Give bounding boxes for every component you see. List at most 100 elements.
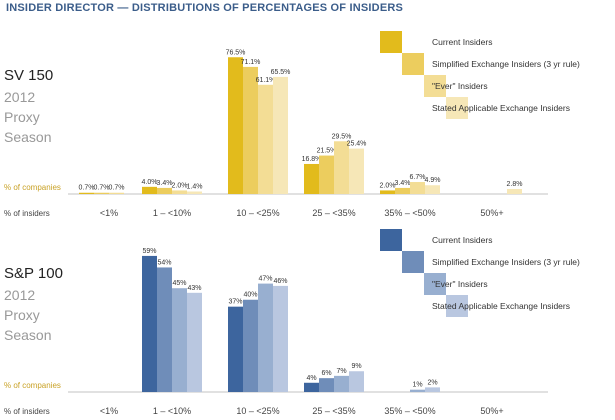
index-year: 2012: [4, 89, 35, 105]
data-label: 21.5%: [317, 148, 337, 155]
legend-label-1: Simplified Exchange Insiders (3 yr rule): [432, 257, 580, 267]
bar: [258, 283, 273, 392]
bar: [334, 141, 349, 194]
data-label: 1%: [412, 382, 422, 389]
data-label: 1.4%: [187, 183, 203, 190]
bar: [79, 192, 94, 194]
row-label-companies: % of companies: [4, 183, 61, 192]
x-tick-label: 35% – <50%: [384, 208, 435, 218]
legend-label-3: Stated Applicable Exchange Insiders: [432, 103, 570, 113]
data-label: 25.4%: [347, 141, 367, 148]
legend-label-2: "Ever" Insiders: [432, 279, 488, 289]
bar: [172, 190, 187, 194]
bar: [395, 187, 410, 194]
bar: [258, 84, 273, 194]
chart-marks: S&P 100 2012 Proxy Season Current Insiders Si…: [4, 229, 580, 416]
data-label: 47%: [258, 276, 272, 283]
data-label: 2.0%: [380, 182, 396, 189]
bar: [319, 155, 334, 194]
data-label: 3.4%: [157, 180, 173, 187]
bar: [273, 76, 288, 194]
bar: [109, 192, 124, 194]
x-tick-label: 1 – <10%: [153, 208, 191, 218]
data-label: 7%: [336, 368, 346, 375]
x-tick-label: 10 – <25%: [236, 208, 279, 218]
x-tick-label: <1%: [100, 406, 118, 416]
index-line2: Season: [4, 327, 51, 343]
x-tick-label: 35% – <50%: [384, 406, 435, 416]
data-label: 76.5%: [226, 49, 246, 56]
x-tick-label: 1 – <10%: [153, 406, 191, 416]
row-label-insiders: % of insiders: [4, 407, 50, 416]
row-label-insiders: % of insiders: [4, 209, 50, 218]
data-label: 4.0%: [142, 179, 158, 186]
legend-swatch-0: [380, 229, 402, 251]
index-line2: Season: [4, 129, 51, 145]
bar: [187, 191, 202, 194]
bar: [142, 186, 157, 194]
index-line1: Proxy: [4, 307, 40, 323]
data-label: 46%: [273, 278, 287, 285]
data-label: 65.5%: [271, 69, 291, 76]
x-tick-label: 25 – <35%: [312, 406, 355, 416]
legend-swatch-2: [424, 273, 446, 295]
chart-panel-sp100: S&P 100 2012 Proxy Season Current Insiders Si…: [0, 214, 615, 420]
data-label: 16.8%: [302, 156, 322, 163]
bar: [349, 148, 364, 194]
data-label: 3.4%: [395, 180, 411, 187]
data-label: 29.5%: [332, 133, 352, 140]
bar: [243, 66, 258, 194]
data-label: 0.7%: [109, 185, 125, 192]
data-label: 61.1%: [256, 77, 276, 84]
x-tick-label: 50%+: [480, 208, 503, 218]
bar: [410, 182, 425, 194]
x-tick-label: 50%+: [480, 406, 503, 416]
data-label: 4%: [306, 375, 316, 382]
bar: [172, 288, 187, 392]
index-line1: Proxy: [4, 109, 40, 125]
data-label: 6%: [321, 370, 331, 377]
bar: [304, 163, 319, 194]
bar: [425, 185, 440, 194]
index-name: SV 150: [4, 67, 53, 84]
data-label: 6.7%: [410, 174, 426, 181]
legend-label-2: "Ever" Insiders: [432, 81, 488, 91]
x-tick-label: 25 – <35%: [312, 208, 355, 218]
legend-swatch-0: [380, 31, 402, 53]
data-label: 0.7%: [94, 185, 110, 192]
x-tick-label: <1%: [100, 208, 118, 218]
legend-swatch-1: [402, 251, 424, 273]
bar: [187, 292, 202, 392]
data-label: 2.0%: [172, 182, 188, 189]
data-label: 37%: [228, 299, 242, 306]
bar: [507, 188, 522, 194]
data-label: 2.8%: [507, 181, 523, 188]
bar: [157, 267, 172, 392]
data-label: 0.7%: [79, 185, 95, 192]
row-label-companies: % of companies: [4, 381, 61, 390]
bar: [142, 255, 157, 392]
bar: [349, 371, 364, 392]
legend-swatch-2: [424, 75, 446, 97]
legend-swatch-1: [402, 53, 424, 75]
bar: [319, 378, 334, 392]
bar: [273, 285, 288, 392]
data-label: 4.9%: [425, 177, 441, 184]
bar: [425, 387, 440, 392]
legend-label-0: Current Insiders: [432, 235, 492, 245]
data-label: 9%: [351, 363, 361, 370]
bar: [243, 299, 258, 392]
legend-swatch-3: [446, 97, 468, 119]
legend-swatch-3: [446, 295, 468, 317]
bar: [228, 57, 243, 194]
chart-sv150: SV 150 2012 Proxy Season Current Insiders Sim…: [4, 31, 580, 218]
data-label: 45%: [172, 280, 186, 287]
bar: [304, 382, 319, 392]
bar: [410, 389, 425, 392]
page-title: INSIDER DIRECTOR — DISTRIBUTIONS OF PERC…: [6, 2, 404, 14]
bar: [94, 192, 109, 194]
data-label: 71.1%: [241, 59, 261, 66]
bar: [228, 306, 243, 392]
x-tick-label: 10 – <25%: [236, 406, 279, 416]
